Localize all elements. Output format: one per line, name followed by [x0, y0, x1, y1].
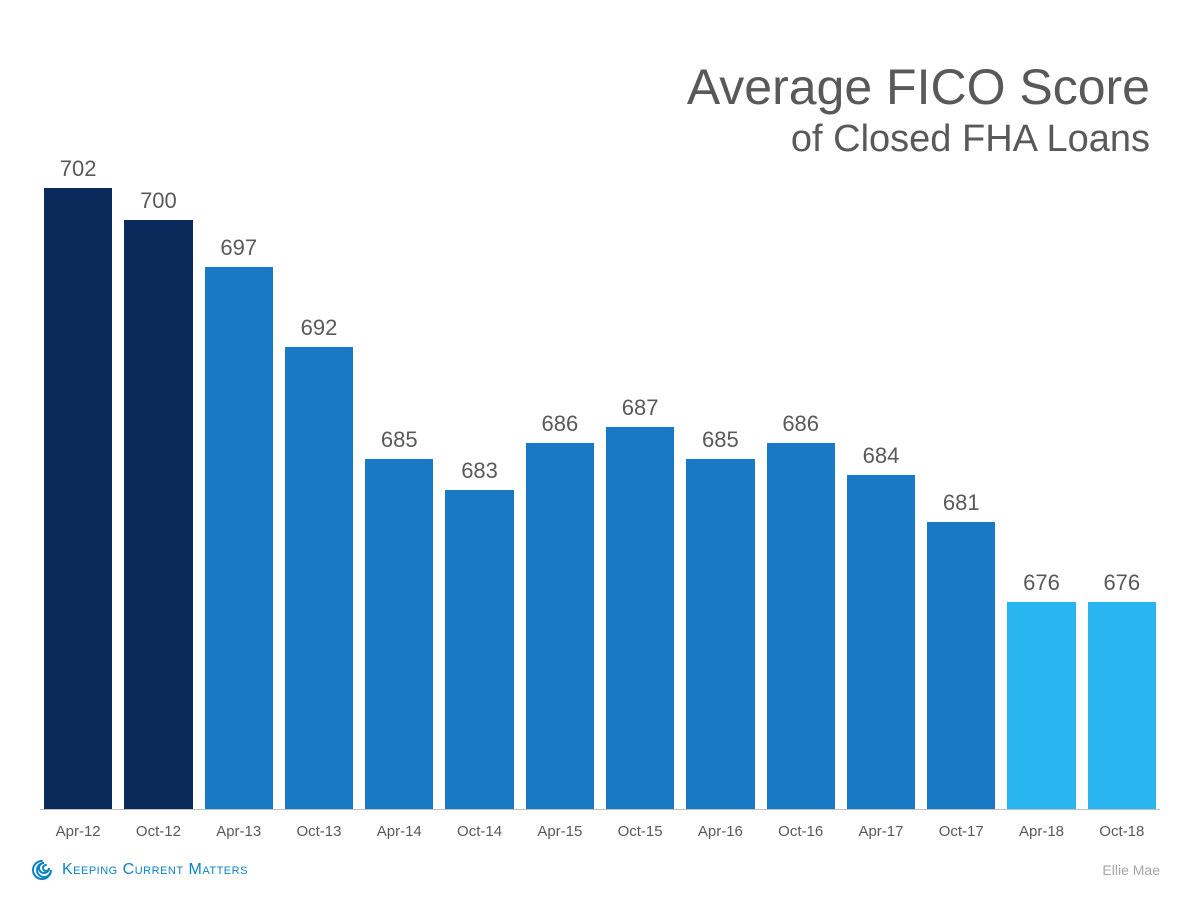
- bar-column: 700: [124, 140, 192, 809]
- x-tick-label: Apr-16: [686, 823, 754, 840]
- x-tick-label: Apr-17: [847, 823, 915, 840]
- x-tick-label: Apr-14: [365, 823, 433, 840]
- x-tick-label: Oct-12: [124, 823, 192, 840]
- bar-column: 686: [526, 140, 594, 809]
- bar: [1088, 602, 1156, 809]
- chart-title: Average FICO Score: [687, 60, 1150, 115]
- bar: [606, 427, 674, 809]
- bar: [285, 347, 353, 809]
- bar-value-label: 676: [1103, 570, 1140, 596]
- spiral-icon: [30, 858, 54, 882]
- bar-column: 681: [927, 140, 995, 809]
- bar: [44, 188, 112, 809]
- bar-column: 687: [606, 140, 674, 809]
- x-tick-label: Oct-14: [445, 823, 513, 840]
- bar-column: 686: [767, 140, 835, 809]
- bar-column: 697: [205, 140, 273, 809]
- x-tick-label: Oct-16: [767, 823, 835, 840]
- bar-value-label: 685: [381, 427, 418, 453]
- bar: [445, 490, 513, 809]
- bar-column: 685: [365, 140, 433, 809]
- chart-container: Average FICO Score of Closed FHA Loans 7…: [0, 0, 1200, 900]
- bar-column: 683: [445, 140, 513, 809]
- bar: [767, 443, 835, 809]
- x-tick-label: Oct-18: [1088, 823, 1156, 840]
- chart-footer: Keeping Current Matters Ellie Mae: [30, 858, 1160, 882]
- brand: Keeping Current Matters: [30, 858, 248, 882]
- x-axis-labels: Apr-12 Oct-12 Apr-13 Oct-13 Apr-14 Oct-14 Apr-…: [40, 823, 1160, 840]
- x-tick-label: Oct-13: [285, 823, 353, 840]
- bar-column: 702: [44, 140, 112, 809]
- bar: [927, 522, 995, 809]
- x-tick-label: Apr-15: [526, 823, 594, 840]
- bar-value-label: 702: [60, 156, 97, 182]
- bar: [205, 267, 273, 809]
- bar: [124, 220, 192, 809]
- x-tick-label: Apr-13: [205, 823, 273, 840]
- bar-value-label: 685: [702, 427, 739, 453]
- bar-column: 676: [1007, 140, 1075, 809]
- bar: [686, 459, 754, 809]
- attribution: Ellie Mae: [1102, 862, 1160, 878]
- x-tick-label: Apr-12: [44, 823, 112, 840]
- bar-value-label: 684: [863, 443, 900, 469]
- bar: [365, 459, 433, 809]
- bar-value-label: 697: [220, 235, 257, 261]
- bar-value-label: 681: [943, 490, 980, 516]
- bar-value-label: 686: [541, 411, 578, 437]
- bar-value-label: 692: [301, 315, 338, 341]
- plot-area: 702 700 697 692 685 683 686 687 685 686 684 681 676 6…: [40, 140, 1160, 810]
- bar-value-label: 687: [622, 395, 659, 421]
- bar: [847, 475, 915, 810]
- bar-value-label: 676: [1023, 570, 1060, 596]
- bar-column: 684: [847, 140, 915, 809]
- bar-column: 685: [686, 140, 754, 809]
- bar: [1007, 602, 1075, 809]
- x-tick-label: Apr-18: [1007, 823, 1075, 840]
- bars-group: 702 700 697 692 685 683 686 687 685 686 684 681 676 6…: [40, 140, 1160, 809]
- x-tick-label: Oct-17: [927, 823, 995, 840]
- bar-value-label: 683: [461, 458, 498, 484]
- bar-value-label: 686: [782, 411, 819, 437]
- bar: [526, 443, 594, 809]
- bar-column: 676: [1088, 140, 1156, 809]
- brand-text: Keeping Current Matters: [62, 861, 248, 879]
- bar-column: 692: [285, 140, 353, 809]
- bar-value-label: 700: [140, 188, 177, 214]
- x-tick-label: Oct-15: [606, 823, 674, 840]
